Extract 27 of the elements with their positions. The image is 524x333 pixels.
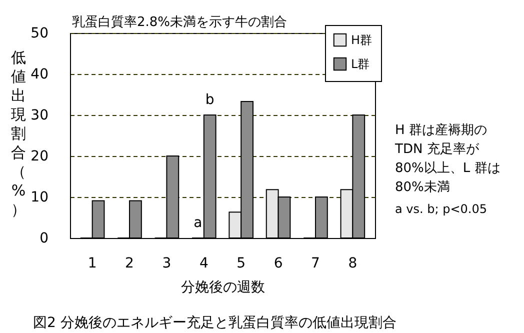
x-axis-title: 分娩後の週数 (181, 280, 265, 296)
annotation: b (205, 92, 214, 108)
x-tick-label: 6 (274, 256, 283, 272)
x-tick-label: 5 (236, 256, 246, 272)
text: a vs. b; p<0.05 (395, 202, 488, 216)
x-tick-label: 2 (125, 256, 134, 272)
chart-title: 乳蛋白質率2.8%未満を示す牛の割合 (72, 14, 288, 30)
y-tick-label: 20 (30, 148, 48, 164)
x-tick-label: 4 (199, 256, 208, 272)
x-tick-label: 8 (348, 256, 358, 272)
y-tick-label: 50 (30, 26, 48, 42)
text: 80%以上、L 群は (395, 161, 500, 176)
legend-label: H群 (351, 33, 372, 47)
x-tick-label: 3 (162, 256, 172, 272)
text: H 群は産褥期の (395, 122, 487, 138)
y-tick-label: 10 (30, 190, 48, 206)
y-tick-label: 40 (30, 66, 48, 82)
x-tick-label: 1 (88, 256, 97, 272)
y-tick-label: 30 (30, 108, 48, 124)
text: 低値出現割合（%） (11, 48, 26, 218)
legend-label: L群 (351, 57, 370, 71)
annotation: a (194, 215, 202, 231)
text: 80%未満 (395, 180, 450, 195)
x-tick-label: 7 (311, 256, 320, 272)
text: TDN 充足率が (394, 141, 480, 157)
caption: 図2 分娩後のエネルギー充足と乳蛋白質率の低値出現割合 (33, 315, 396, 331)
y-tick-label: 0 (40, 230, 48, 246)
